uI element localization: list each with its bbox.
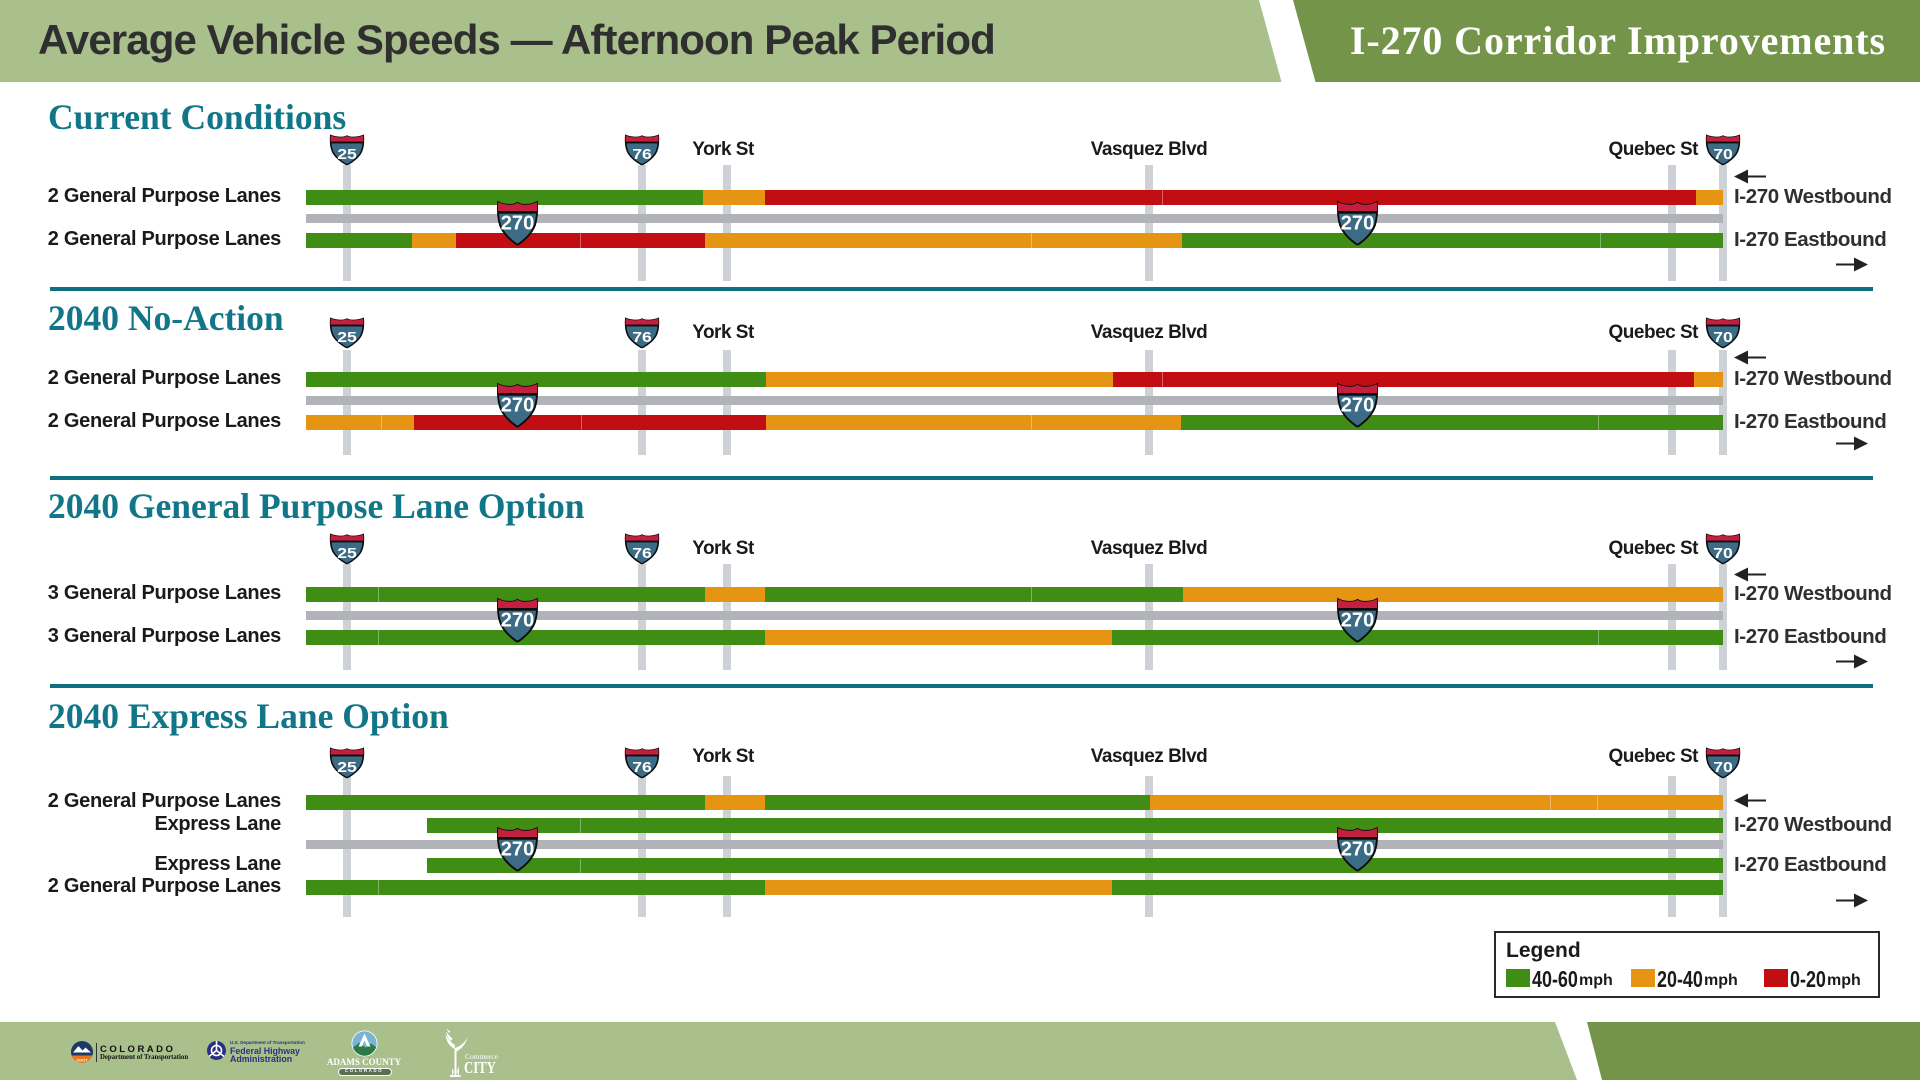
svg-text:70: 70: [1713, 146, 1733, 162]
svg-text:70: 70: [1713, 759, 1733, 775]
svg-text:270: 270: [501, 609, 534, 631]
svg-text:25: 25: [337, 146, 357, 162]
svg-text:76: 76: [632, 545, 652, 561]
svg-text:76: 76: [632, 146, 652, 162]
svg-text:76: 76: [632, 329, 652, 345]
svg-text:270: 270: [501, 838, 534, 860]
svg-text:25: 25: [337, 329, 357, 345]
svg-text:70: 70: [1713, 329, 1733, 345]
svg-text:270: 270: [1341, 212, 1374, 234]
svg-text:270: 270: [1341, 394, 1374, 416]
svg-text:270: 270: [501, 394, 534, 416]
svg-text:25: 25: [337, 545, 357, 561]
svg-text:270: 270: [1341, 838, 1374, 860]
svg-text:270: 270: [501, 212, 534, 234]
svg-text:25: 25: [337, 759, 357, 775]
svg-text:CDOT: CDOT: [76, 1057, 88, 1062]
svg-text:76: 76: [632, 759, 652, 775]
svg-text:70: 70: [1713, 545, 1733, 561]
svg-text:270: 270: [1341, 609, 1374, 631]
